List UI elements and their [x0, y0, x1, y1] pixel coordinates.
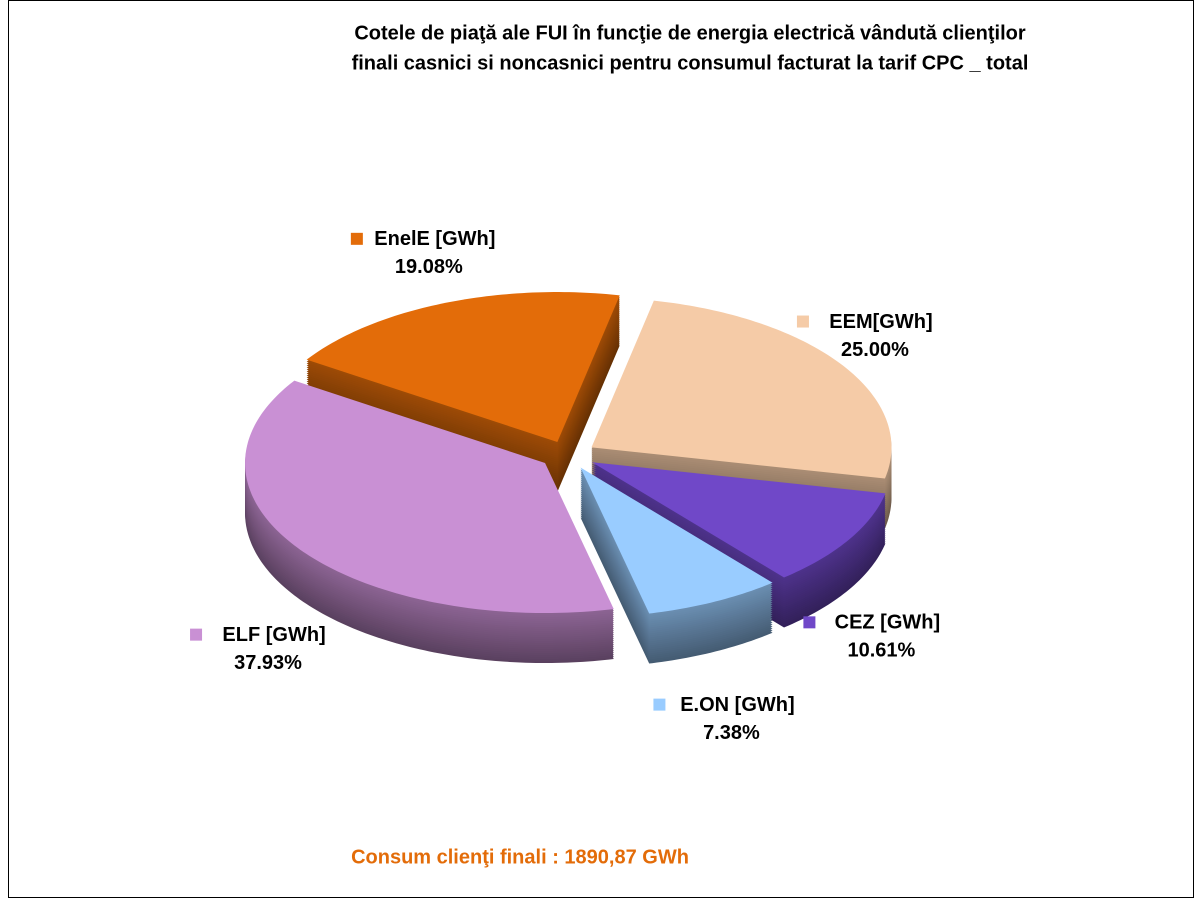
legend-swatch	[190, 628, 203, 641]
value-label: 7.38%	[703, 722, 760, 744]
chart-title: Cotele de piaţă ale FUI în funcţie de en…	[354, 22, 1026, 44]
legend-swatch	[653, 698, 666, 711]
pie-slice	[245, 380, 614, 614]
value-label: 19.08%	[395, 256, 463, 278]
annotation: Consum clienţi finali : 1890,87 GWh	[351, 846, 689, 868]
legend-swatch	[803, 616, 816, 629]
pie-slice	[306, 292, 620, 443]
slice-label: EnelE [GWh]	[374, 228, 495, 250]
slice-label: EEM[GWh]	[829, 311, 932, 333]
value-label: 10.61%	[847, 640, 915, 662]
value-label: 37.93%	[234, 652, 302, 674]
slice-label: E.ON [GWh]	[680, 694, 794, 716]
slice-label: CEZ [GWh]	[835, 612, 941, 634]
chart-title: finali casnici si noncasnici pentru cons…	[352, 52, 1029, 74]
legend-swatch	[796, 315, 809, 328]
legend-swatch	[350, 232, 363, 245]
pie-slice	[580, 467, 773, 614]
pie-slice	[591, 300, 892, 479]
value-label: 25.00%	[841, 339, 909, 361]
pie-slice	[591, 462, 886, 578]
slice-label: ELF [GWh]	[222, 624, 325, 646]
